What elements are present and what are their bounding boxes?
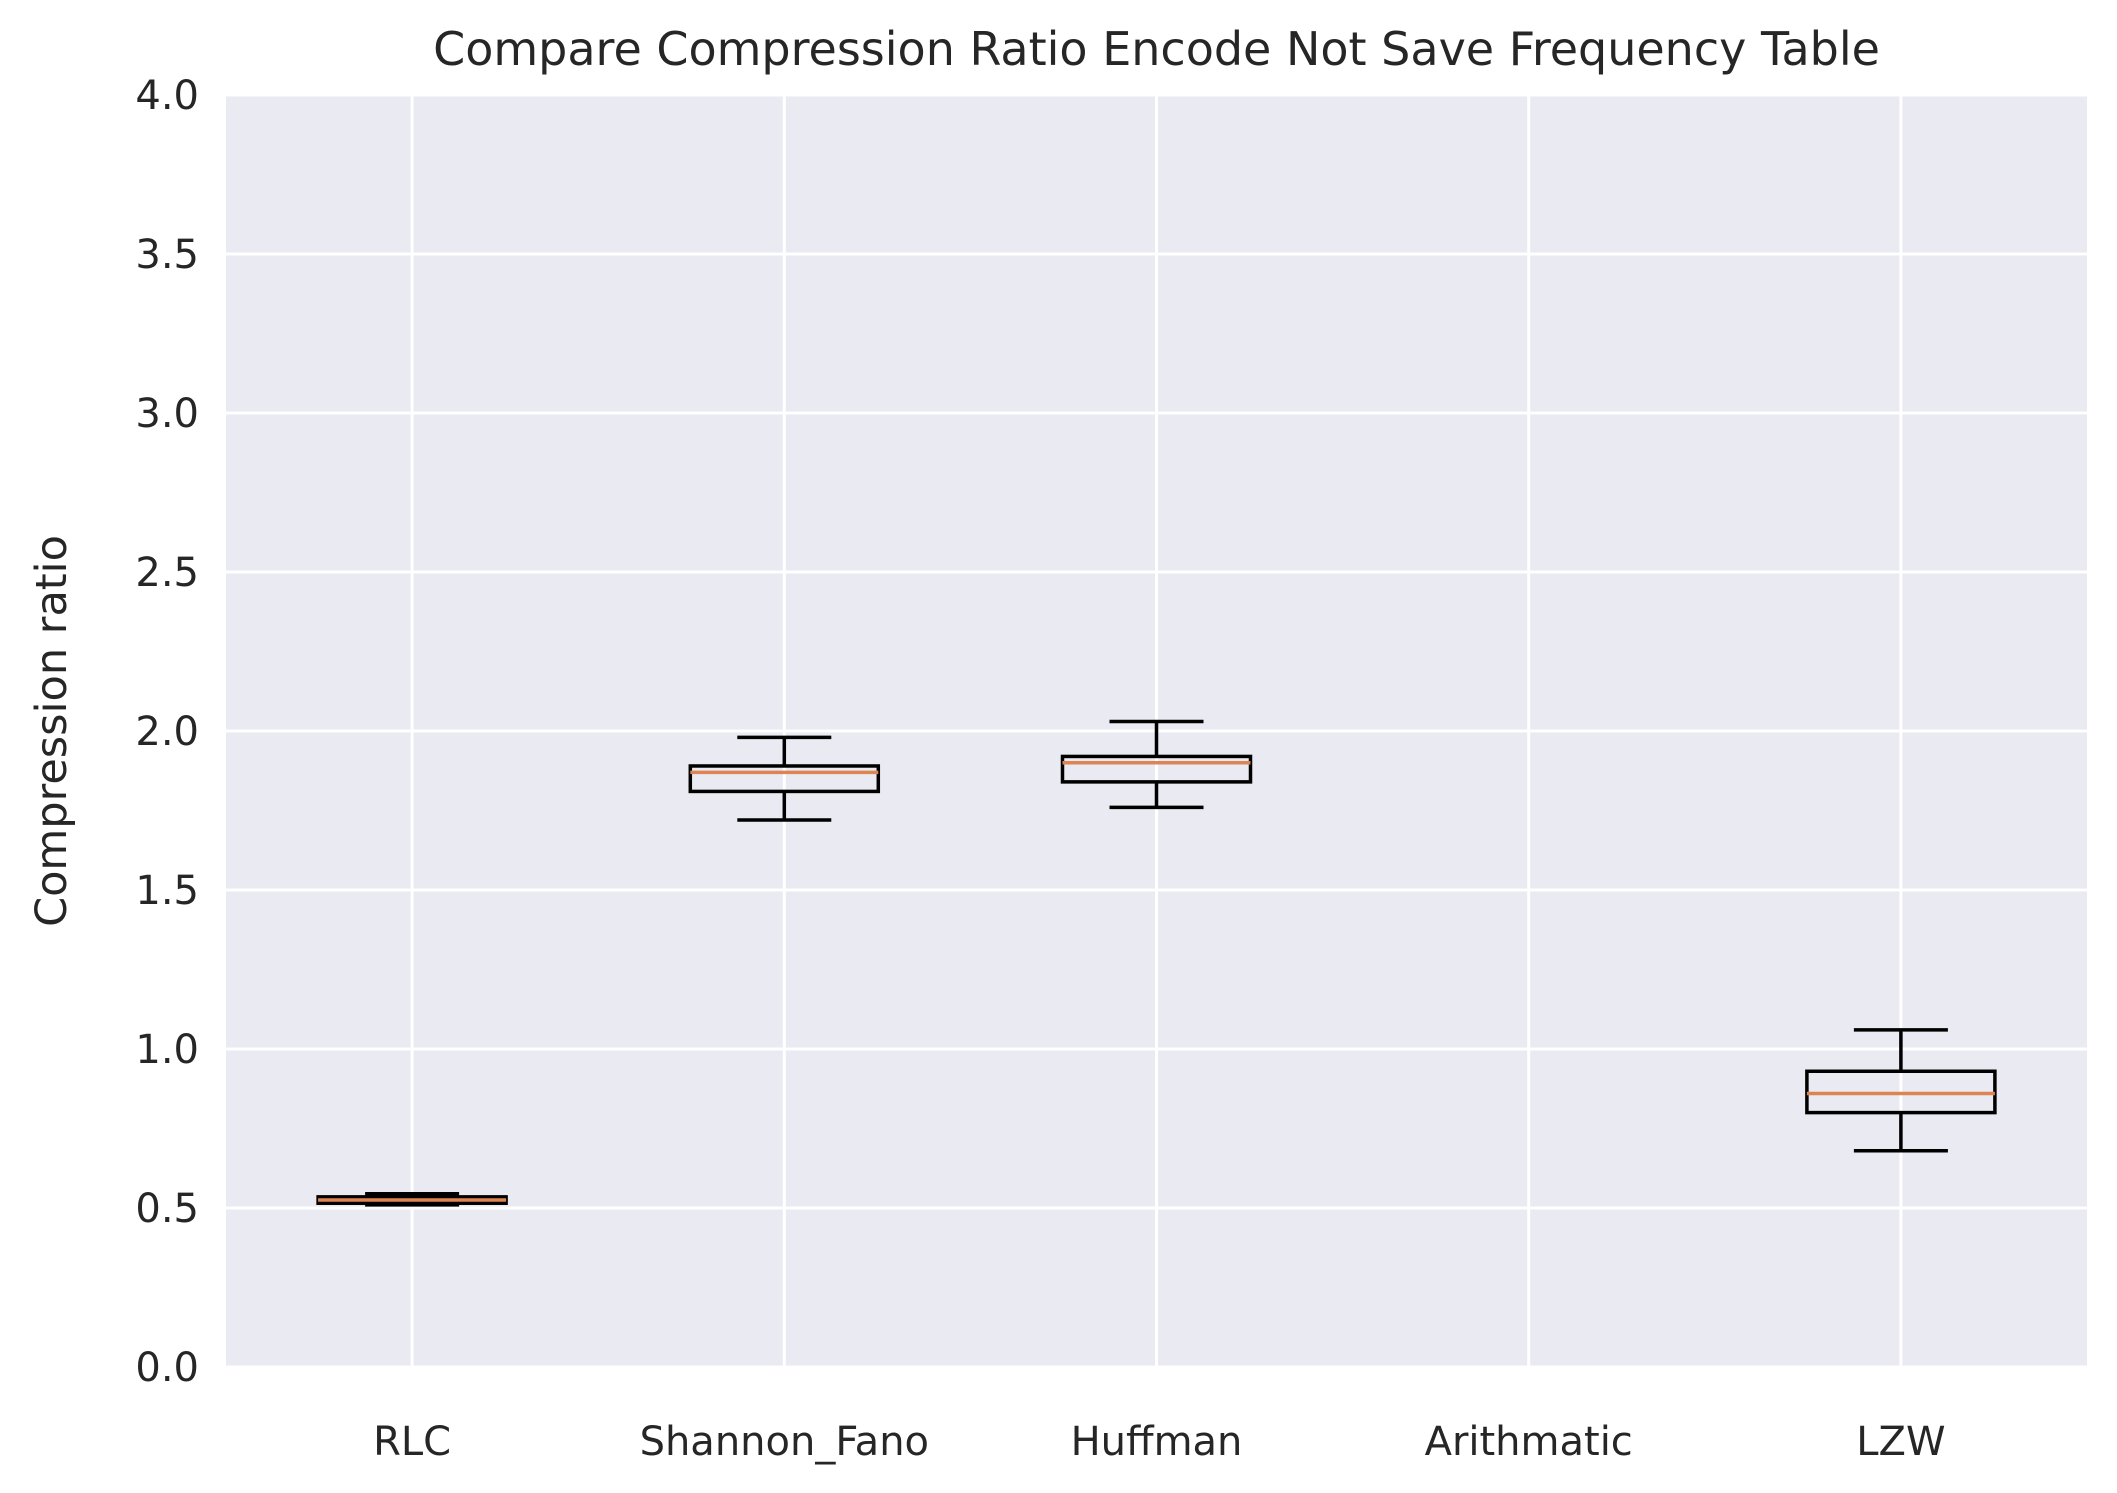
y-tick-label: 4.0 bbox=[135, 73, 199, 119]
box-iqr bbox=[1060, 754, 1253, 784]
x-tick-label: LZW bbox=[1856, 1419, 1945, 1465]
chart-title: Compare Compression Ratio Encode Not Sav… bbox=[433, 22, 1880, 76]
box-series bbox=[316, 719, 1997, 1207]
box-huffman bbox=[1060, 719, 1253, 810]
y-tick-label: 1.0 bbox=[135, 1027, 199, 1073]
y-axis-label: Compression ratio bbox=[27, 535, 77, 927]
y-axis-ticks: 0.0 0.5 1.0 1.5 2.0 2.5 3.0 3.5 4.0 bbox=[135, 73, 199, 1391]
box-iqr bbox=[688, 764, 881, 794]
x-tick-label: RLC bbox=[373, 1419, 451, 1465]
y-tick-label: 3.0 bbox=[135, 391, 199, 437]
y-tick-label: 0.5 bbox=[135, 1186, 199, 1232]
box-lzw bbox=[1805, 1028, 1997, 1153]
x-tick-label: Shannon_Fano bbox=[640, 1419, 929, 1465]
grid-lines bbox=[226, 93, 2087, 1369]
y-tick-label: 2.0 bbox=[135, 709, 199, 755]
x-axis-ticks: RLC Shannon_Fano Huffman Arithmatic LZW bbox=[373, 1419, 1945, 1465]
y-tick-label: 3.5 bbox=[135, 232, 199, 278]
y-tick-label: 2.5 bbox=[135, 550, 199, 596]
box-shannon-fano bbox=[688, 735, 881, 822]
x-tick-label: Huffman bbox=[1071, 1419, 1243, 1465]
y-tick-label: 1.5 bbox=[135, 868, 199, 914]
box-rlc bbox=[316, 1191, 508, 1207]
y-tick-label: 0.0 bbox=[135, 1345, 199, 1391]
x-tick-label: Arithmatic bbox=[1425, 1419, 1633, 1465]
